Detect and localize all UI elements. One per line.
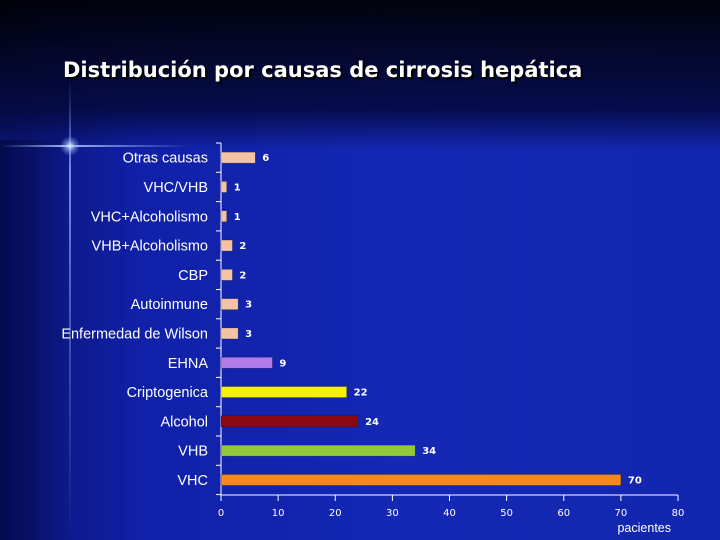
category-label: VHC (177, 473, 208, 489)
bar (220, 356, 273, 369)
data-label: 24 (365, 417, 379, 428)
data-label: 1 (234, 212, 241, 223)
data-label: 22 (354, 388, 368, 399)
data-label: 9 (279, 358, 286, 369)
x-tick-label: 50 (500, 508, 513, 519)
data-label: 3 (245, 300, 252, 311)
bar (220, 444, 416, 457)
x-axis-title: pacientes (617, 521, 671, 535)
slide-title: Distribución por causas de cirrosis hepá… (63, 58, 583, 82)
category-label: Alcohol (160, 414, 208, 430)
bar (220, 386, 347, 398)
x-tick-label: 80 (672, 508, 685, 519)
category-label: Otras causas (123, 151, 208, 167)
x-tick-label: 10 (272, 508, 285, 519)
x-tick-label: 40 (443, 508, 456, 519)
category-label: CBP (178, 268, 208, 284)
category-label: VHC/VHB (144, 180, 208, 196)
x-tick-label: 70 (615, 508, 628, 519)
data-label: 2 (239, 270, 246, 281)
category-label: Autoinmune (131, 297, 208, 313)
data-label: 34 (422, 446, 436, 457)
bar (220, 269, 233, 281)
bar (220, 298, 239, 310)
bar (220, 210, 228, 223)
bar (220, 415, 359, 428)
bar (220, 151, 256, 164)
category-label: VHB+Alcoholismo (92, 239, 208, 255)
x-tick-label: 30 (386, 508, 399, 519)
bar (220, 474, 622, 486)
data-label: 2 (239, 241, 246, 252)
category-label: Criptogenica (127, 385, 209, 401)
left-shade-band (0, 140, 70, 540)
data-label: 6 (262, 153, 269, 164)
x-tick-label: 60 (557, 508, 570, 519)
data-label: 1 (234, 182, 241, 193)
bar (220, 181, 228, 193)
bar (220, 327, 239, 340)
data-label: 70 (628, 475, 642, 486)
decorative-star-flare (60, 136, 80, 156)
category-label: Enfermedad de Wilson (61, 326, 208, 342)
category-label: VHB (178, 444, 208, 460)
category-label: EHNA (168, 356, 209, 372)
x-tick-label: 20 (329, 508, 342, 519)
decorative-vertical-glow-line (69, 80, 71, 540)
decorative-horizontal-glow-line (0, 145, 190, 147)
category-label: VHC+Alcoholismo (91, 209, 208, 225)
bar (220, 239, 233, 252)
data-label: 3 (245, 329, 252, 340)
x-tick-label: 0 (218, 508, 224, 519)
